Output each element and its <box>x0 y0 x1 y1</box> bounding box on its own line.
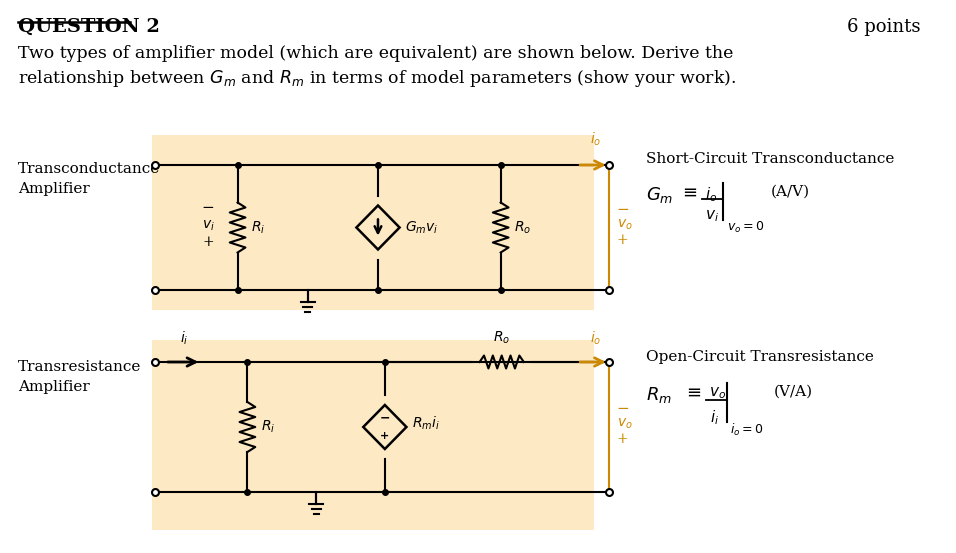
Text: (V/A): (V/A) <box>773 385 813 399</box>
Text: +: + <box>617 232 628 247</box>
Text: Short-Circuit Transconductance: Short-Circuit Transconductance <box>646 152 895 166</box>
Text: $R_i$: $R_i$ <box>261 419 275 435</box>
Text: $R_m$: $R_m$ <box>646 385 672 405</box>
Text: −: − <box>202 201 214 215</box>
Bar <box>152 340 594 530</box>
Text: Transresistance
Amplifier: Transresistance Amplifier <box>17 360 141 394</box>
Text: $v_o$: $v_o$ <box>617 417 632 431</box>
Text: $G_m v_i$: $G_m v_i$ <box>405 220 439 236</box>
Text: $i_o$: $i_o$ <box>590 131 601 148</box>
Text: +: + <box>203 234 214 248</box>
Text: Two types of amplifier model (which are equivalent) are shown below. Derive the: Two types of amplifier model (which are … <box>17 45 733 62</box>
Text: Open-Circuit Transresistance: Open-Circuit Transresistance <box>646 350 874 364</box>
Text: $i_o=0$: $i_o=0$ <box>730 422 764 438</box>
Text: −: − <box>617 402 629 416</box>
Text: $v_i$: $v_i$ <box>202 218 214 233</box>
Text: $\equiv$: $\equiv$ <box>680 183 698 201</box>
Text: 6 points: 6 points <box>847 18 921 36</box>
Text: $G_m$: $G_m$ <box>646 185 673 205</box>
Text: (A/V): (A/V) <box>771 185 810 199</box>
Text: +: + <box>380 431 389 441</box>
Text: $i_o$: $i_o$ <box>590 330 601 347</box>
Text: $i_i$: $i_i$ <box>709 408 719 427</box>
Text: −: − <box>380 411 390 424</box>
Text: QUESTION 2: QUESTION 2 <box>17 18 160 36</box>
Text: +: + <box>617 432 628 446</box>
Text: $v_o=0$: $v_o=0$ <box>727 220 764 235</box>
Text: $v_o$: $v_o$ <box>617 217 632 232</box>
Bar <box>152 135 594 310</box>
Text: −: − <box>617 202 629 217</box>
Text: $R_o$: $R_o$ <box>514 220 532 236</box>
Text: $i_i$: $i_i$ <box>180 330 188 347</box>
Text: $R_o$: $R_o$ <box>493 330 511 346</box>
Text: Transconductance
Amplifier: Transconductance Amplifier <box>17 162 160 196</box>
Text: relationship between $G_m$ and $R_m$ in terms of model parameters (show your wor: relationship between $G_m$ and $R_m$ in … <box>17 68 736 89</box>
Text: $v_o$: $v_o$ <box>708 385 726 401</box>
Text: $\equiv$: $\equiv$ <box>684 383 702 401</box>
Text: $v_i$: $v_i$ <box>705 208 719 224</box>
Text: $R_i$: $R_i$ <box>251 220 266 236</box>
Text: $i_o$: $i_o$ <box>705 185 717 204</box>
Text: $R_m i_i$: $R_m i_i$ <box>412 414 441 432</box>
